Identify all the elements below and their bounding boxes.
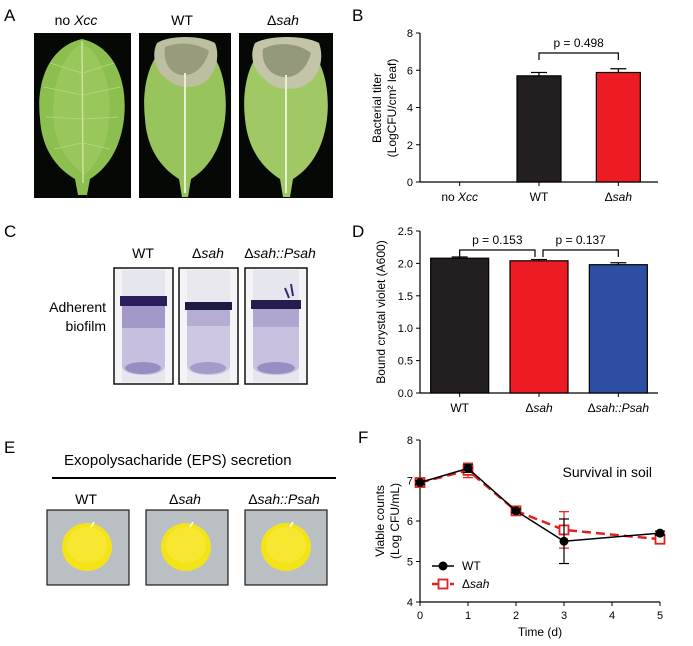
legend-label-dsah: Δsah — [462, 577, 490, 591]
panel-letter-e: E — [4, 438, 16, 457]
y-axis-label-line1: Bacterial titer — [370, 73, 384, 143]
tube-photo-wt — [113, 267, 174, 385]
y-axis-label-line1: Viable counts — [373, 485, 387, 557]
y-tick-label: 2.5 — [398, 226, 413, 238]
y-tick-label: 6 — [407, 65, 413, 77]
x-tick-label: 1 — [465, 610, 471, 622]
y-tick-label: 2.0 — [398, 258, 413, 270]
x-tick-label: 4 — [609, 610, 615, 622]
x-tick-label: WT — [450, 401, 469, 415]
y-tick-label: 8 — [407, 435, 413, 447]
y-tick-label: 6 — [407, 516, 413, 528]
y-tick-label: 4 — [407, 597, 413, 609]
y-tick-label: 8 — [407, 28, 413, 40]
bar — [588, 264, 648, 394]
leaf-photo-no-xcc — [34, 33, 131, 198]
leaf-label-no-xcc: no Xcc — [54, 12, 98, 28]
y-tick-label: 0.0 — [398, 388, 413, 400]
tube-photo-dsah-psah — [244, 267, 308, 385]
colony-label-wt: WT — [75, 491, 97, 507]
eps-title-rule — [52, 477, 336, 479]
x-tick-label: 3 — [561, 610, 567, 622]
chart-annotation: Survival in soil — [563, 464, 652, 480]
colony-photo-dsah-psah — [244, 509, 328, 586]
comparison-bracket — [538, 52, 619, 60]
x-tick-label: 2 — [513, 610, 519, 622]
x-tick-label: Δsah — [525, 401, 553, 415]
tube-label-wt: WT — [132, 245, 154, 261]
leaf-photo-dsah — [239, 33, 333, 198]
y-tick-label: 7 — [407, 476, 413, 488]
tube-photo-dsah — [178, 267, 239, 385]
tube-label-dsah-psah: Δsah::Psah — [244, 245, 316, 261]
y-tick-label: 4 — [407, 103, 413, 115]
leaf-photo-wt — [139, 33, 231, 198]
bar — [595, 71, 641, 183]
colony-label-dsah: Δsah — [169, 491, 201, 507]
x-tick-label: 5 — [657, 610, 663, 622]
data-point — [415, 478, 425, 488]
colony-photo-wt — [46, 509, 130, 586]
y-axis-label: Bound crystal violet (A600) — [374, 240, 388, 383]
data-point — [655, 528, 665, 538]
tube-label-dsah: Δsah — [192, 245, 224, 261]
x-tick-label: Δsah::Psah — [588, 401, 650, 415]
p-value-label: p = 0.153 — [472, 233, 523, 247]
eps-title: Exopolysacharide (EPS) secretion — [64, 452, 292, 469]
panel-letter-d: D — [352, 222, 365, 241]
comparison-bracket — [459, 249, 536, 257]
p-value-label: p = 0.137 — [555, 233, 606, 247]
x-tick-label: 0 — [417, 610, 423, 622]
x-axis-label: Time (d) — [518, 625, 562, 639]
y-tick-label: 2 — [407, 140, 413, 152]
data-point — [511, 506, 521, 516]
y-axis-label-line2: (Log CFU/mL) — [388, 483, 402, 559]
legend-marker-dsah — [437, 578, 449, 590]
bar — [516, 75, 562, 183]
comparison-bracket — [542, 249, 619, 257]
colony-photo-dsah — [145, 509, 229, 586]
data-point — [559, 536, 569, 546]
x-tick-label: no Xcc — [441, 190, 478, 204]
panel-letter-c: C — [4, 222, 17, 241]
series-line — [419, 469, 661, 541]
legend-label-wt: WT — [462, 559, 481, 573]
y-axis-label-line2: (LogCFU/cm² leaf) — [385, 59, 399, 158]
adherent-biofilm-label: Adherent biofilm — [49, 299, 106, 334]
colony-label-dsah-psah: Δsah::Psah — [248, 491, 320, 507]
data-point — [463, 463, 473, 473]
panel-letter-f: F — [358, 428, 369, 447]
y-tick-label: 0 — [407, 177, 413, 189]
y-tick-label: 0.5 — [398, 356, 413, 368]
p-value-label: p = 0.498 — [553, 36, 604, 50]
panel-letter-a: A — [4, 6, 16, 25]
y-tick-label: 1.5 — [398, 291, 413, 303]
bar — [509, 260, 569, 394]
panel-letter-b: B — [352, 6, 364, 25]
leaf-label-dsah: Δsah — [267, 12, 299, 28]
y-tick-label: 5 — [407, 557, 413, 569]
x-tick-label: Δsah — [605, 190, 633, 204]
leaf-label-wt: WT — [171, 12, 193, 28]
y-tick-label: 1.0 — [398, 323, 413, 335]
x-tick-label: WT — [530, 190, 549, 204]
legend-marker-wt — [438, 561, 448, 571]
